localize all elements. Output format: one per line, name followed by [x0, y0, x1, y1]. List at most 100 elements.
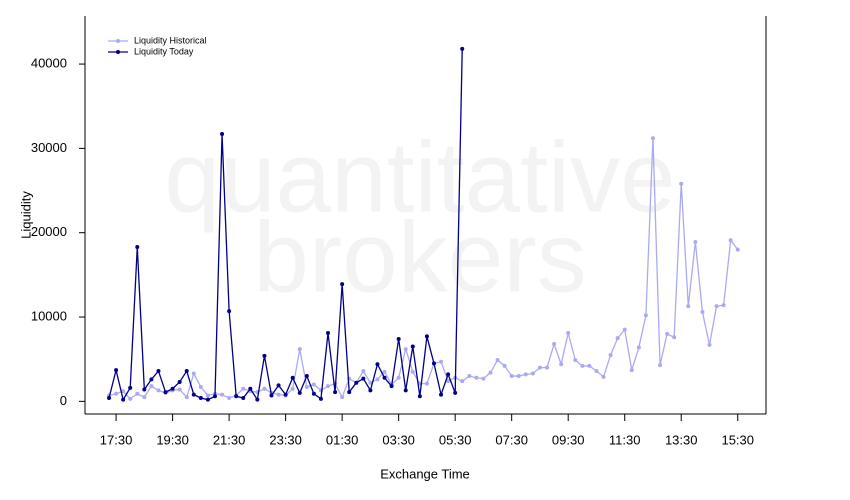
data-point — [389, 384, 394, 389]
data-point — [481, 376, 486, 381]
data-point — [304, 385, 309, 390]
data-point — [135, 245, 140, 250]
data-point — [460, 379, 465, 384]
x-tick-label: 19:30 — [156, 432, 189, 447]
data-point — [439, 359, 444, 364]
y-tick-label: 20000 — [31, 224, 67, 239]
data-point — [121, 397, 126, 402]
data-point — [262, 353, 267, 358]
data-point — [439, 392, 444, 397]
data-point — [276, 383, 281, 388]
legend-marker — [116, 50, 120, 54]
data-point — [446, 379, 451, 384]
data-point — [128, 385, 133, 390]
data-point — [615, 336, 620, 341]
data-point — [269, 393, 274, 398]
data-point — [297, 347, 302, 352]
data-point — [354, 380, 359, 385]
x-tick-label: 17:30 — [100, 432, 133, 447]
data-point — [163, 390, 168, 395]
data-point — [297, 390, 302, 395]
data-point — [107, 395, 112, 400]
data-point — [403, 347, 408, 352]
data-point — [424, 381, 429, 386]
x-tick-label: 11:30 — [609, 432, 641, 447]
data-point — [191, 392, 196, 397]
data-point — [545, 365, 550, 370]
data-point — [368, 388, 373, 393]
data-point — [114, 368, 119, 373]
data-point — [658, 363, 663, 368]
data-point — [234, 394, 239, 399]
legend-label: Liquidity Historical — [134, 35, 207, 45]
data-point — [594, 368, 599, 373]
data-point — [340, 395, 345, 400]
data-point — [537, 365, 542, 370]
data-point — [396, 336, 401, 341]
data-point — [474, 375, 479, 380]
data-point — [679, 181, 684, 186]
data-point — [149, 377, 154, 382]
data-point — [643, 313, 648, 318]
data-point — [431, 361, 436, 366]
x-tick-label: 09:30 — [552, 432, 585, 447]
data-point — [382, 375, 387, 380]
data-point — [142, 395, 147, 400]
data-point — [403, 388, 408, 393]
data-point — [446, 372, 451, 377]
data-point — [333, 390, 338, 395]
data-point — [177, 387, 182, 392]
data-point — [382, 369, 387, 374]
data-point — [205, 397, 210, 402]
y-axis-label: Liquidity — [18, 191, 33, 239]
data-point — [417, 394, 422, 399]
data-point — [135, 391, 140, 396]
data-point — [311, 382, 316, 387]
data-point — [170, 386, 175, 391]
data-point — [488, 370, 493, 375]
data-point — [693, 239, 698, 244]
data-point — [227, 309, 232, 314]
legend-label: Liquidity Today — [134, 46, 194, 56]
data-point — [156, 388, 161, 393]
data-point — [283, 392, 288, 397]
legend-marker — [116, 39, 120, 43]
data-point — [326, 331, 331, 336]
data-point — [191, 371, 196, 376]
data-point — [509, 374, 514, 379]
data-point — [248, 386, 253, 391]
data-point — [460, 46, 465, 51]
data-point — [198, 385, 203, 390]
data-point — [686, 304, 691, 309]
data-point — [636, 345, 641, 350]
data-point — [184, 368, 189, 373]
data-point — [227, 395, 232, 400]
x-tick-label: 21:30 — [213, 432, 246, 447]
data-point — [212, 394, 217, 399]
data-point — [121, 389, 126, 394]
data-point — [424, 334, 429, 339]
data-point — [326, 384, 331, 389]
data-point — [347, 390, 352, 395]
x-tick-label: 03:30 — [382, 432, 415, 447]
data-point — [149, 384, 154, 389]
watermark: brokers — [253, 201, 586, 313]
x-tick-label: 23:30 — [269, 432, 302, 447]
data-point — [707, 342, 712, 347]
data-point — [142, 387, 147, 392]
data-point — [580, 363, 585, 368]
data-point — [177, 379, 182, 384]
data-point — [530, 371, 535, 376]
data-point — [241, 395, 246, 400]
data-point — [290, 375, 295, 380]
data-point — [453, 390, 458, 395]
watermark: quantitative — [164, 121, 675, 233]
x-axis-label: Exchange Time — [380, 466, 470, 481]
y-tick-label: 10000 — [31, 308, 67, 323]
y-tick-label: 0 — [60, 393, 67, 408]
data-point — [318, 396, 323, 401]
data-point — [128, 396, 133, 401]
data-point — [375, 362, 380, 367]
data-point — [700, 309, 705, 314]
